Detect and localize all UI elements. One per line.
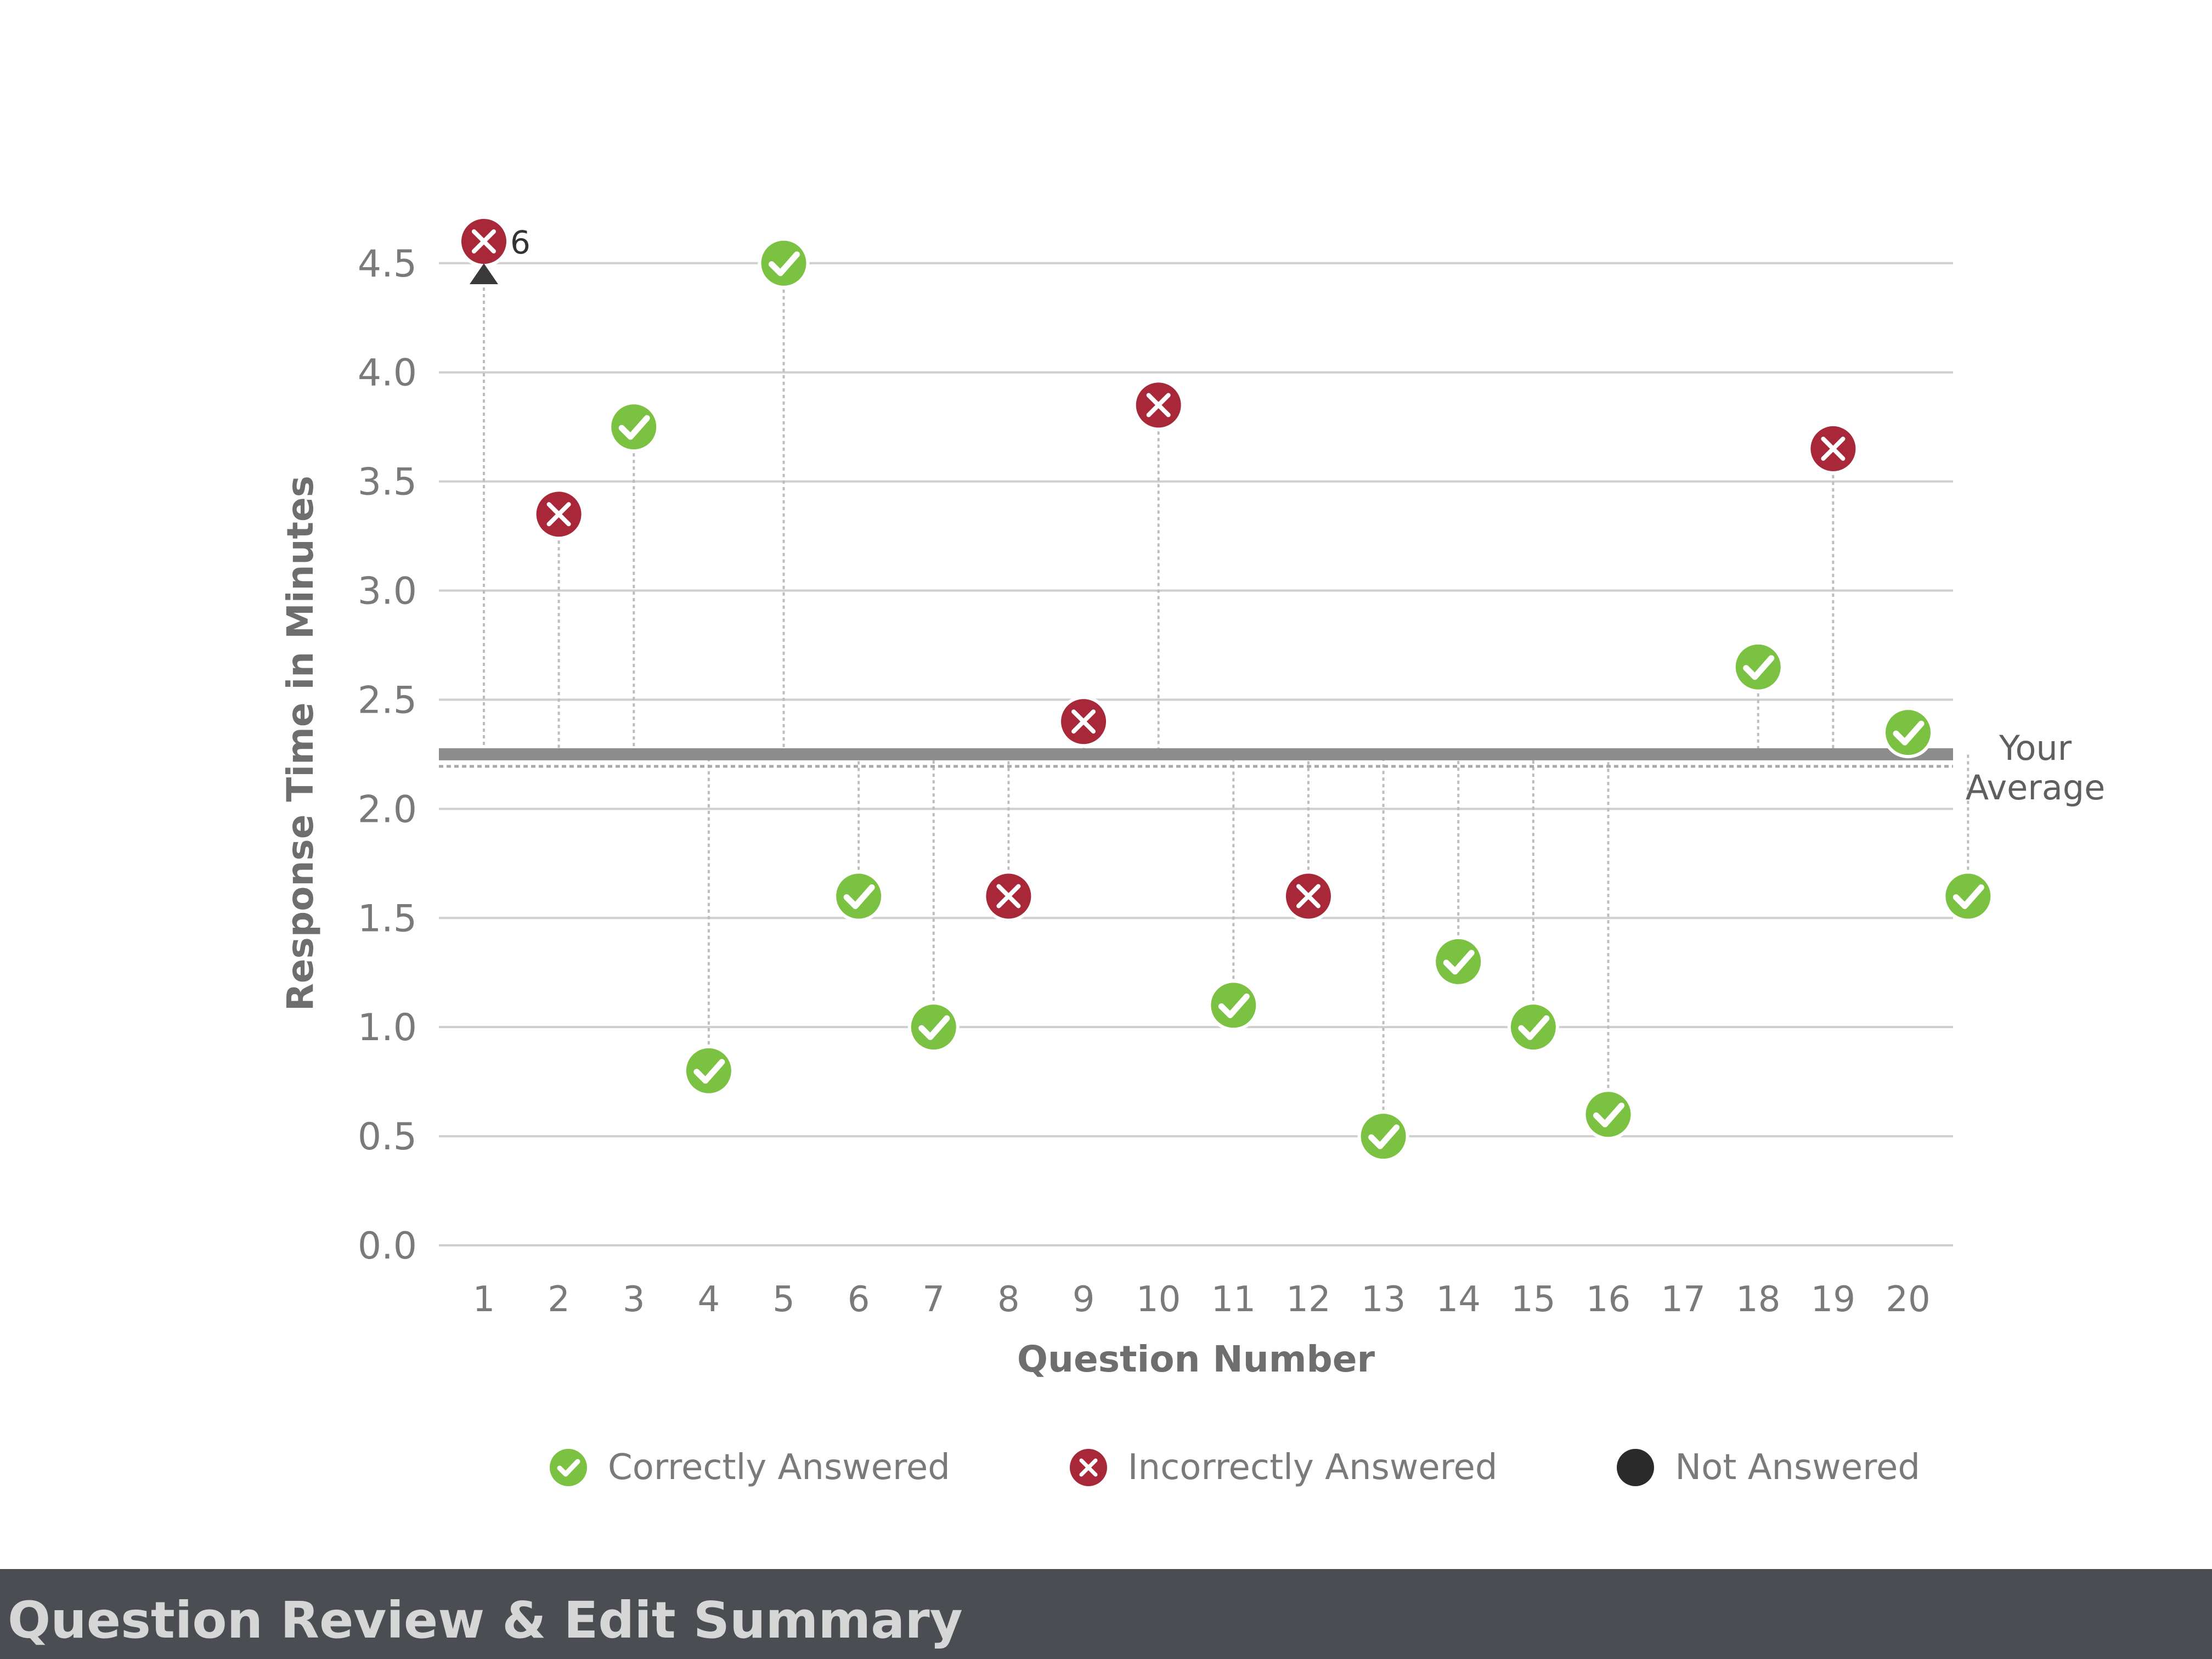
point-correct <box>833 870 885 922</box>
check-icon <box>843 884 875 909</box>
filled-circle-icon <box>1617 1449 1655 1486</box>
x-tick-label: 20 <box>1886 1279 1930 1320</box>
point-correct <box>1882 707 1934 759</box>
point-correct <box>1432 935 1485 988</box>
point-correct <box>758 237 810 289</box>
y-tick-label: 4.5 <box>358 242 417 286</box>
x-tick-label: 2 <box>548 1279 570 1320</box>
x-tick-label: 11 <box>1211 1279 1256 1320</box>
check-icon <box>1743 655 1775 680</box>
y-tick-label: 3.5 <box>358 461 417 504</box>
check-icon <box>693 1059 725 1084</box>
cross-icon <box>1821 436 1846 461</box>
x-tick-label: 1 <box>473 1279 495 1320</box>
section-title: Question Review & Edit Summary <box>8 1591 963 1650</box>
y-tick-label: 1.0 <box>358 1006 417 1049</box>
check-icon <box>1368 1124 1400 1149</box>
average-label-line1: Your <box>1999 728 2072 768</box>
point-annotation: 6 <box>510 224 531 261</box>
y-axis-title: Response Time in Minutes <box>279 476 321 1011</box>
y-tick-label: 0.5 <box>358 1115 417 1159</box>
cross-icon <box>546 502 571 527</box>
x-tick-label: 12 <box>1286 1279 1330 1320</box>
x-tick-label: 19 <box>1811 1279 1855 1320</box>
check-icon <box>918 1015 950 1040</box>
legend: Correctly Answered Incorrectly Answered … <box>549 1437 1920 1498</box>
check-icon <box>1218 993 1250 1018</box>
legend-item-incorrect: Incorrectly Answered <box>1069 1447 1498 1488</box>
y-tick-label: 2.5 <box>358 679 417 722</box>
point-correct <box>608 401 660 453</box>
x-tick-label: 7 <box>922 1279 945 1320</box>
check-icon <box>769 251 800 276</box>
cross-icon <box>1146 393 1171 417</box>
cross-icon <box>471 229 496 253</box>
y-tick-label: 2.0 <box>358 788 417 831</box>
check-icon <box>1893 720 1925 746</box>
check-icon <box>1518 1015 1550 1040</box>
x-tick-label: 13 <box>1361 1279 1406 1320</box>
x-tick-label: 15 <box>1511 1279 1555 1320</box>
x-tick-label: 8 <box>997 1279 1020 1320</box>
section-header-bar <box>0 1569 2212 1659</box>
cross-icon <box>1296 884 1321 909</box>
point-correct <box>1207 979 1260 1031</box>
point-correct <box>1582 1088 1634 1141</box>
x-axis-title: Question Number <box>1017 1338 1375 1380</box>
check-icon <box>618 415 650 440</box>
x-tick-label: 14 <box>1436 1279 1480 1320</box>
point-correct <box>1507 1001 1559 1053</box>
x-tick-label: 17 <box>1661 1279 1705 1320</box>
y-tick-label: 4.0 <box>358 352 417 395</box>
x-tick-label: 10 <box>1136 1279 1181 1320</box>
check-icon <box>550 1449 587 1486</box>
cross-icon <box>1071 709 1096 734</box>
y-tick-label: 1.5 <box>358 897 417 940</box>
legend-label-correct: Correctly Answered <box>608 1447 950 1488</box>
legend-item-correct: Correctly Answered <box>549 1447 950 1488</box>
check-icon <box>1593 1102 1624 1127</box>
x-tick-label: 3 <box>623 1279 645 1320</box>
point-correct <box>1942 870 1994 922</box>
offscale-indicator-icon <box>469 263 498 284</box>
y-tick-label: 3.0 <box>358 570 417 613</box>
x-tick-label: 9 <box>1073 1279 1095 1320</box>
point-correct <box>1357 1110 1409 1163</box>
x-tick-label: 6 <box>848 1279 870 1320</box>
legend-label-not-answered: Not Answered <box>1675 1447 1920 1488</box>
legend-item-not-answered: Not Answered <box>1616 1447 1920 1488</box>
x-tick-label: 18 <box>1736 1279 1780 1320</box>
point-correct <box>907 1001 960 1053</box>
point-correct <box>1732 641 1784 693</box>
x-tick-label: 16 <box>1586 1279 1630 1320</box>
check-icon <box>1953 884 1984 909</box>
average-label-line2: Average <box>1966 768 2106 808</box>
cross-icon <box>1069 1449 1107 1486</box>
y-tick-label: 0.0 <box>358 1224 417 1268</box>
point-correct <box>682 1045 735 1097</box>
check-icon <box>1443 950 1475 975</box>
x-tick-label: 4 <box>698 1279 720 1320</box>
x-tick-label: 5 <box>772 1279 795 1320</box>
cross-icon <box>996 884 1021 909</box>
legend-label-incorrect: Incorrectly Answered <box>1127 1447 1498 1488</box>
